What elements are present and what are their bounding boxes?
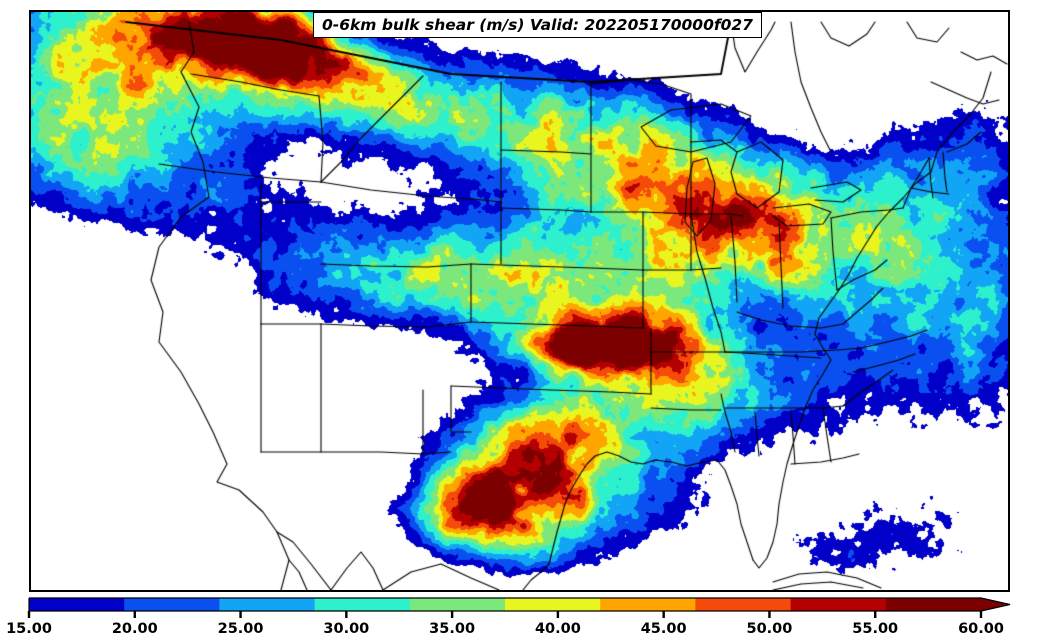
- page-title: 0-6km bulk shear (m/s) Valid: 2022051700…: [322, 16, 753, 34]
- colorbar-tick-label: 60.00: [958, 621, 1004, 637]
- colorbar: 15.00 20.00 25.00 30.00 35.00 40.00 45.00 50.00…: [0, 594, 1037, 640]
- map-title-box: 0-6km bulk shear (m/s) Valid: 2022051700…: [313, 12, 762, 38]
- colorbar-swatch: [695, 598, 792, 611]
- colorbar-tick-label: 40.00: [535, 621, 581, 637]
- colorbar-swatch: [790, 598, 887, 611]
- colorbar-extend-arrow: [981, 598, 1010, 611]
- colorbar-swatch: [219, 598, 316, 611]
- colorbar-tick-label: 30.00: [323, 621, 369, 637]
- colorbar-swatch: [885, 598, 982, 611]
- colorbar-tick-label: 15.00: [6, 621, 52, 637]
- colorbar-outline: [28, 597, 1011, 612]
- shear-contour-canvas: [31, 12, 1008, 590]
- map-panel: [29, 10, 1010, 592]
- colorbar-swatch: [600, 598, 696, 611]
- colorbar-tick-label: 55.00: [852, 621, 898, 637]
- colorbar-svg: 15.00 20.00 25.00 30.00 35.00 40.00 45.00 50.00…: [6, 597, 1011, 637]
- colorbar-swatch: [314, 598, 411, 611]
- colorbar-swatch: [505, 598, 601, 611]
- colorbar-tick-label: 35.00: [429, 621, 475, 637]
- colorbar-tick-label: 45.00: [641, 621, 687, 637]
- colorbar-tick-label: 25.00: [218, 621, 264, 637]
- colorbar-tick-label: 20.00: [112, 621, 158, 637]
- colorbar-swatch: [29, 598, 125, 611]
- colorbar-tick-label: 50.00: [747, 621, 793, 637]
- colorbar-swatch: [409, 598, 506, 611]
- colorbar-swatch: [124, 598, 220, 611]
